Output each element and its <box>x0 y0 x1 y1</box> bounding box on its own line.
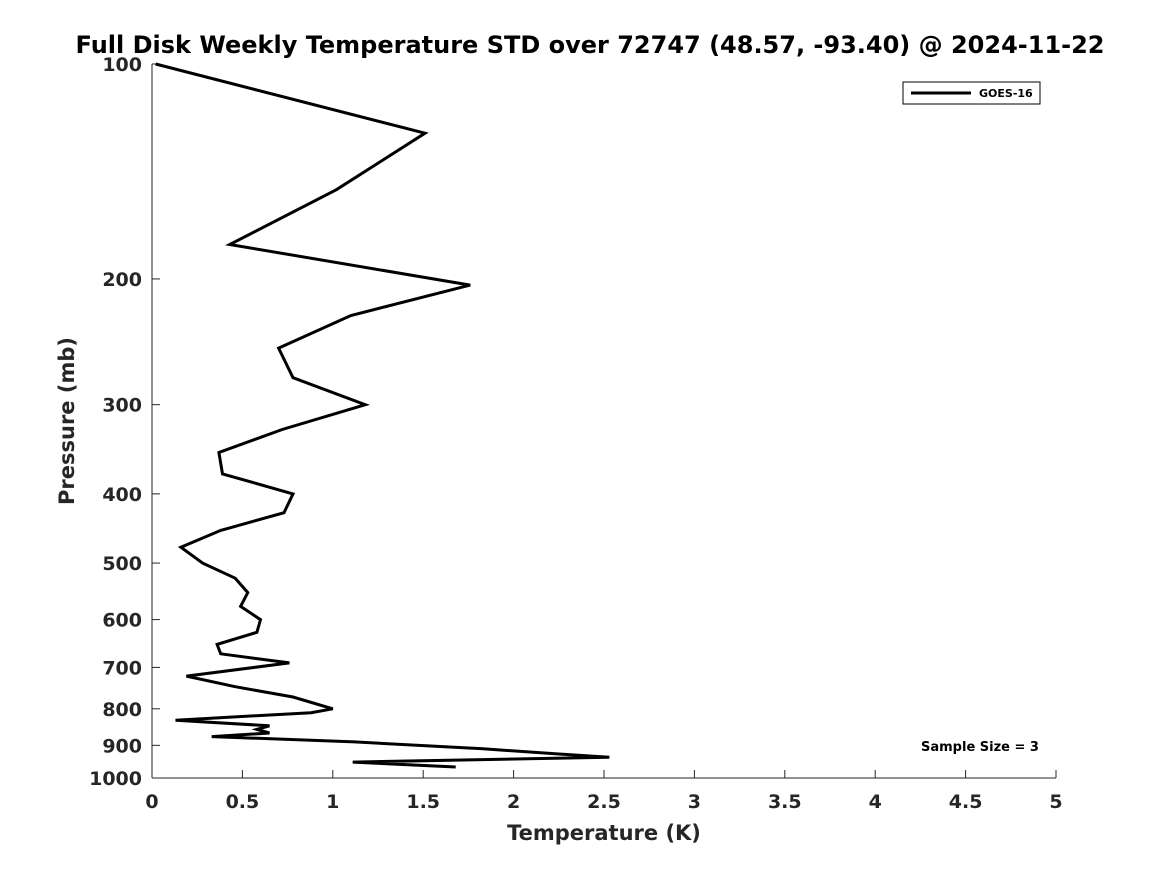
x-tick-label: 5 <box>1049 791 1062 813</box>
chart-title: Full Disk Weekly Temperature STD over 72… <box>76 31 1105 59</box>
y-tick-label: 900 <box>102 735 142 757</box>
sample-size-annotation: Sample Size = 3 <box>921 740 1039 755</box>
x-tick-label: 4 <box>869 791 882 813</box>
x-tick-label: 1 <box>326 791 339 813</box>
x-tick-label: 3.5 <box>768 791 802 813</box>
y-tick-label: 400 <box>102 484 142 506</box>
y-tick-label: 800 <box>102 699 142 721</box>
x-axis-label: Temperature (K) <box>507 821 701 845</box>
y-tick-label: 1000 <box>89 768 142 790</box>
y-tick-label: 700 <box>102 657 142 679</box>
x-tick-label: 0.5 <box>226 791 260 813</box>
x-tick-label: 4.5 <box>949 791 983 813</box>
x-tick-label: 2.5 <box>587 791 621 813</box>
y-tick-label: 100 <box>102 54 142 76</box>
x-ticks: 0 0.5 1 1.5 2 2.5 3 3.5 4 4.5 5 <box>145 770 1063 813</box>
y-ticks: 100 200 300 400 500 600 700 800 900 1000 <box>89 54 160 790</box>
legend-box <box>902 81 1041 105</box>
y-tick-label: 600 <box>102 610 142 632</box>
legend: GOES-16 <box>902 81 1041 105</box>
legend-label-goes-16: GOES-16 <box>979 87 1033 100</box>
x-tick-label: 0 <box>145 791 158 813</box>
y-axis-label: Pressure (mb) <box>55 337 79 505</box>
series-line-goes-16 <box>155 62 610 769</box>
y-tick-label: 300 <box>102 395 142 417</box>
x-tick-label: 1.5 <box>406 791 440 813</box>
x-tick-label: 2 <box>507 791 520 813</box>
x-tick-label: 3 <box>688 791 701 813</box>
y-tick-label: 500 <box>102 553 142 575</box>
y-tick-label: 200 <box>102 269 142 291</box>
